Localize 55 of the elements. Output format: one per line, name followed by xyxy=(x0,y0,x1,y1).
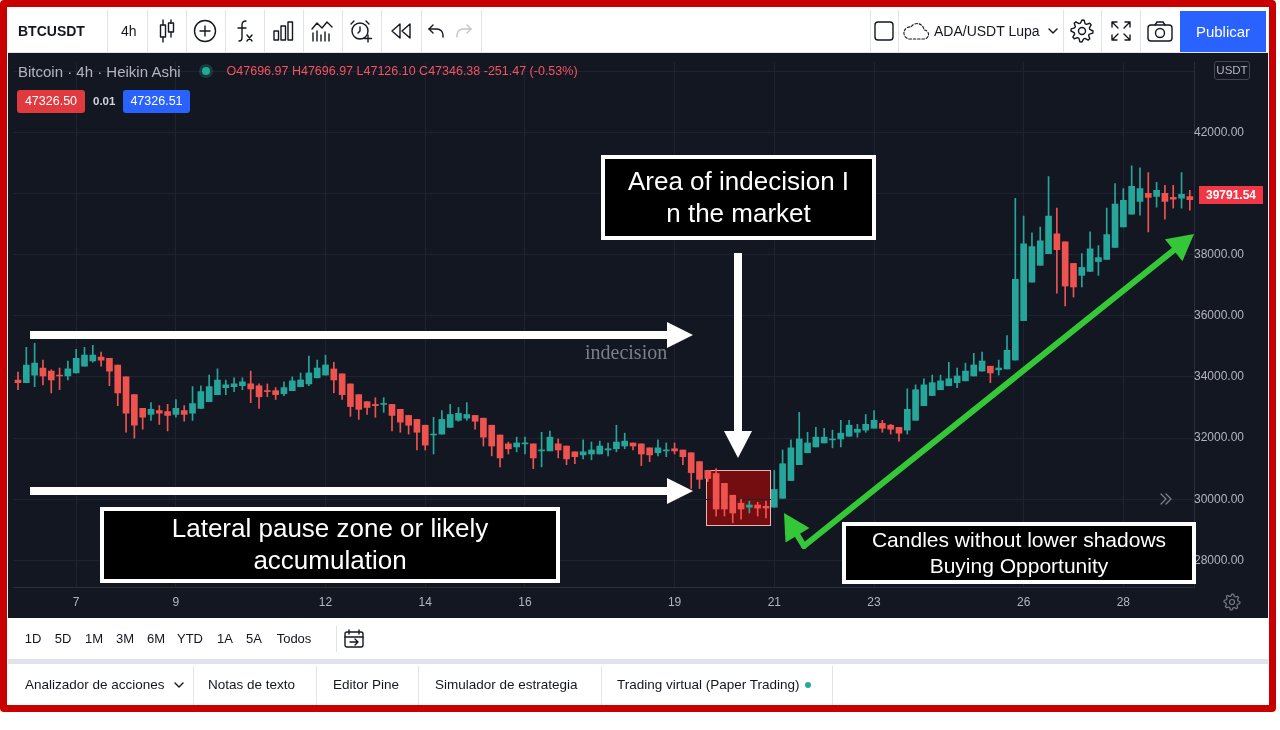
y-tick-label: 28000.00 xyxy=(1193,552,1245,567)
annotation: 47326.51 xyxy=(123,90,190,113)
candlestick xyxy=(380,397,388,413)
annotation: Candles without lower shadows Buying Opportunity xyxy=(870,527,1168,579)
y-tick-label: 42000.00 xyxy=(1193,124,1245,139)
y-tick-label: 38000.00 xyxy=(1193,246,1245,261)
text: Todos xyxy=(276,631,312,647)
text: 6M xyxy=(146,631,166,647)
x-tick-label: 16 xyxy=(518,594,532,609)
candlestick xyxy=(247,370,255,403)
chart-title: Bitcoin · 4h · Heikin Ashi xyxy=(18,62,181,80)
text: YTD xyxy=(177,631,203,647)
candlestick xyxy=(837,419,845,448)
x-tick-label: 12 xyxy=(318,594,333,609)
y-tick-label: 34000.00 xyxy=(1193,369,1245,384)
annotation: Area of indecision I n the market xyxy=(626,165,851,230)
x-tick-label: 26 xyxy=(1016,594,1031,609)
candlestick xyxy=(1169,185,1177,209)
text: 39791.54 xyxy=(1199,186,1263,204)
text: USDT xyxy=(1214,61,1250,80)
x-tick-label: 9 xyxy=(172,594,180,609)
text: BTCUSDT xyxy=(18,23,85,40)
candlestick xyxy=(1053,207,1061,294)
text: 3M xyxy=(115,631,135,647)
x-tick-label: 14 xyxy=(418,594,433,609)
text: Simulador de estrategia xyxy=(435,677,578,694)
y-tick-label: 32000.00 xyxy=(1193,430,1245,445)
text: 4h xyxy=(121,23,137,40)
annotation: 47326.50 xyxy=(17,90,85,113)
annotation: indecision xyxy=(585,340,668,364)
x-tick-label: 19 xyxy=(667,594,682,609)
candlestick xyxy=(604,442,612,457)
text: 1A xyxy=(217,631,233,647)
candlestick xyxy=(1186,190,1194,211)
text: Analizador de acciones xyxy=(25,677,165,694)
x-tick-label: 23 xyxy=(867,594,882,609)
chart-subtitle: O47696.97 H47696.97 L47126.10 C47346.38 -251.47 (-0.53%) xyxy=(226,64,578,78)
x-tick-label: 7 xyxy=(72,594,80,609)
candlestick xyxy=(1144,172,1152,233)
annotation: Lateral pause zone or likely accumulation xyxy=(170,513,490,577)
text: ADA/USDT Lupa xyxy=(934,23,1040,40)
text: 1M xyxy=(84,631,104,647)
text: Publicar xyxy=(1180,11,1266,52)
x-tick-label: 28 xyxy=(1116,594,1131,609)
annotation: 0.01 xyxy=(93,95,116,109)
text: 5A xyxy=(246,631,262,647)
text: Editor Pine xyxy=(333,677,400,694)
x-tick-label: 21 xyxy=(767,594,782,609)
text: Trading virtual (Paper Trading) xyxy=(617,677,800,694)
text: Notas de texto xyxy=(208,677,296,694)
y-tick-label: 30000.00 xyxy=(1193,491,1245,506)
text: 1D xyxy=(24,631,42,647)
text: 5D xyxy=(54,631,72,647)
y-tick-label: 36000.00 xyxy=(1193,308,1245,323)
candlestick xyxy=(579,439,587,460)
